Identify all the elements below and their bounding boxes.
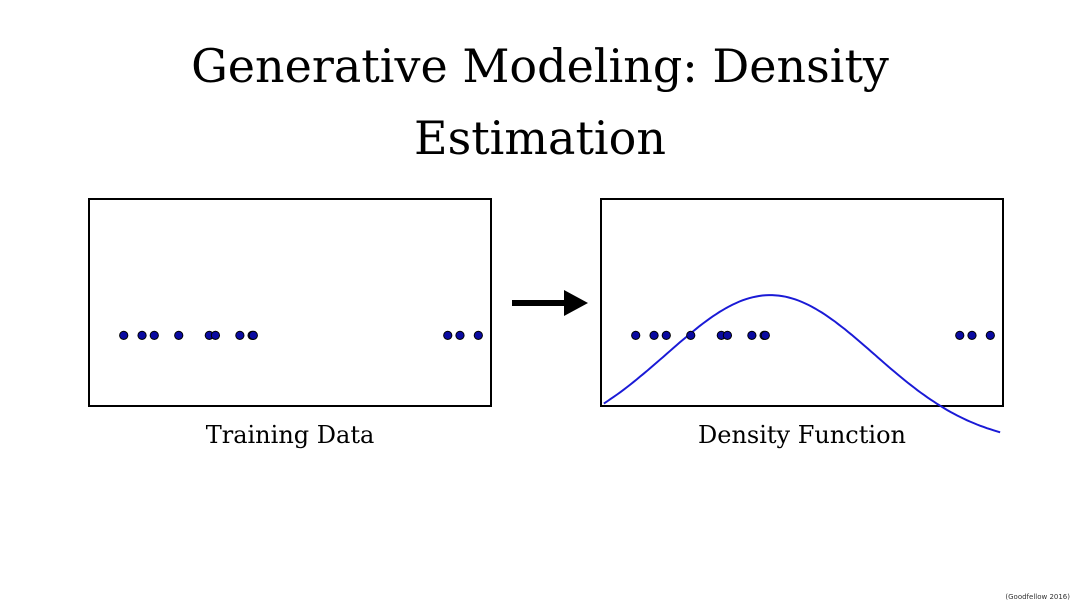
- density-function-point-3: [661, 330, 671, 340]
- slide-title: Generative Modeling: Density Estimation: [0, 30, 1080, 174]
- density-function-point-11: [967, 330, 977, 340]
- training-data-point-3: [149, 330, 159, 340]
- density-function-point-4: [686, 330, 696, 340]
- density-function-point-7: [747, 330, 757, 340]
- title-line-2: Estimation: [414, 111, 666, 165]
- training-data-point-12: [473, 330, 483, 340]
- training-data-caption: Training Data: [205, 421, 375, 449]
- training-data-point-1: [119, 330, 129, 340]
- right-arrow-icon: [512, 290, 588, 316]
- training-data-panel: [88, 198, 492, 407]
- training-data-plot: [119, 330, 483, 340]
- training-data-point-6: [210, 330, 221, 340]
- density-function-plot: [603, 294, 1001, 434]
- training-data-point-9: [248, 330, 258, 340]
- density-function-point-10: [955, 330, 965, 340]
- title-line-1: Generative Modeling: Density: [191, 39, 889, 93]
- density-function-point-6: [722, 330, 733, 340]
- density-curve: [603, 294, 1001, 434]
- training-data-point-2: [137, 330, 147, 340]
- citation: (Goodfellow 2016): [1005, 593, 1070, 601]
- density-function-caption: Density Function: [698, 421, 906, 449]
- density-function-point-9: [760, 330, 770, 340]
- training-data-point-10: [443, 330, 453, 340]
- training-data-point-4: [174, 330, 184, 340]
- density-function-point-1: [631, 330, 641, 340]
- density-function-panel: [600, 198, 1004, 434]
- training-data-point-7: [235, 330, 245, 340]
- training-data-point-11: [455, 330, 465, 340]
- density-function-point-12: [985, 330, 995, 340]
- density-function-point-2: [649, 330, 659, 340]
